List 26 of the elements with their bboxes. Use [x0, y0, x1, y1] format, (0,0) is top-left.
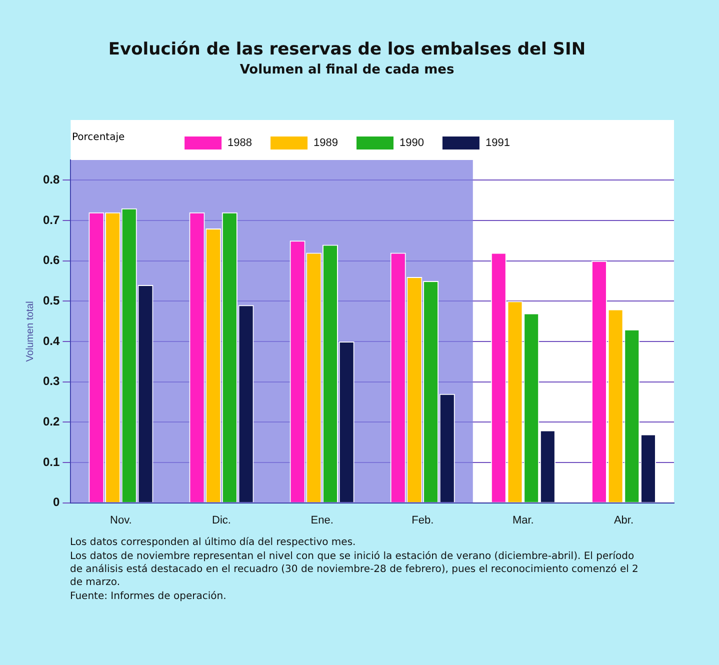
x-tick-label: Nov. — [110, 514, 132, 526]
y-tick-label: 0.1 — [42, 454, 60, 469]
legend-label: 1991 — [485, 137, 510, 150]
y-tick-label: 0.4 — [42, 334, 60, 348]
y-tick-label: 0.2 — [42, 414, 60, 428]
y-tick-label: 0.8 — [42, 172, 60, 186]
legend-label: 1988 — [228, 137, 252, 150]
x-tick-label: Mar. — [512, 514, 534, 526]
y-tick-label: 0.5 — [42, 293, 60, 308]
y-axis-title: Volumen total — [24, 301, 36, 362]
y-tick-label: 0.6 — [42, 253, 60, 268]
source-note: Fuente: Informes de operación. — [70, 590, 228, 603]
chart-title: Evolución de las reservas de los embalses del SIN — [108, 40, 586, 60]
y-tick-label: 0.7 — [42, 212, 60, 227]
chart-subtitle: Volumen al final de cada mes — [240, 62, 454, 78]
legend-label: 1990 — [400, 137, 424, 150]
x-tick-label: Ene. — [310, 514, 334, 526]
text: Porcentaje — [72, 132, 125, 143]
y-tick-label: 0 — [52, 495, 60, 510]
text: Los datos corresponden al último día del respectivo mes. — [70, 536, 357, 549]
x-tick-label: Feb. — [412, 514, 434, 526]
x-tick-label: Dic. — [212, 514, 231, 526]
text: Los datos de noviembre representan el nivel con que se inició la estación de verano (diciembre-abril). El período de análisis está destacado en el recuadro (30 de noviembre-28 de febrero), pues el reconocimiento comenzó el 2 de marzo. — [70, 550, 640, 589]
legend-label: 1989 — [314, 137, 338, 150]
y-tick-label: 0.3 — [42, 374, 60, 388]
x-tick-label: Abr. — [614, 514, 634, 526]
